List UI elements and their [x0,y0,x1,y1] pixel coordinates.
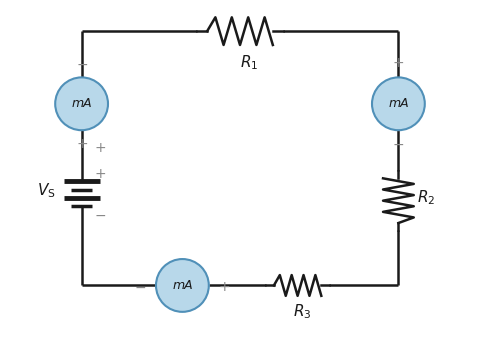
Text: $+$: $+$ [218,280,230,294]
Text: $V_\mathrm{S}$: $V_\mathrm{S}$ [36,181,55,200]
Text: $+$: $+$ [75,137,88,151]
Text: $+$: $+$ [392,56,405,71]
Text: $-$: $-$ [392,137,405,151]
Text: mA: mA [388,97,408,110]
Text: mA: mA [72,97,92,110]
Text: $R_2$: $R_2$ [417,188,435,207]
Text: $R_1$: $R_1$ [240,54,259,72]
Ellipse shape [55,78,108,130]
Text: $-$: $-$ [94,208,106,222]
Ellipse shape [156,259,209,312]
Text: $-$: $-$ [134,280,146,294]
Text: $-$: $-$ [75,56,88,71]
Text: mA: mA [172,279,192,292]
Text: $+$: $+$ [94,140,106,155]
Ellipse shape [372,78,425,130]
Text: $+$: $+$ [94,167,106,181]
Text: $R_3$: $R_3$ [293,302,312,321]
